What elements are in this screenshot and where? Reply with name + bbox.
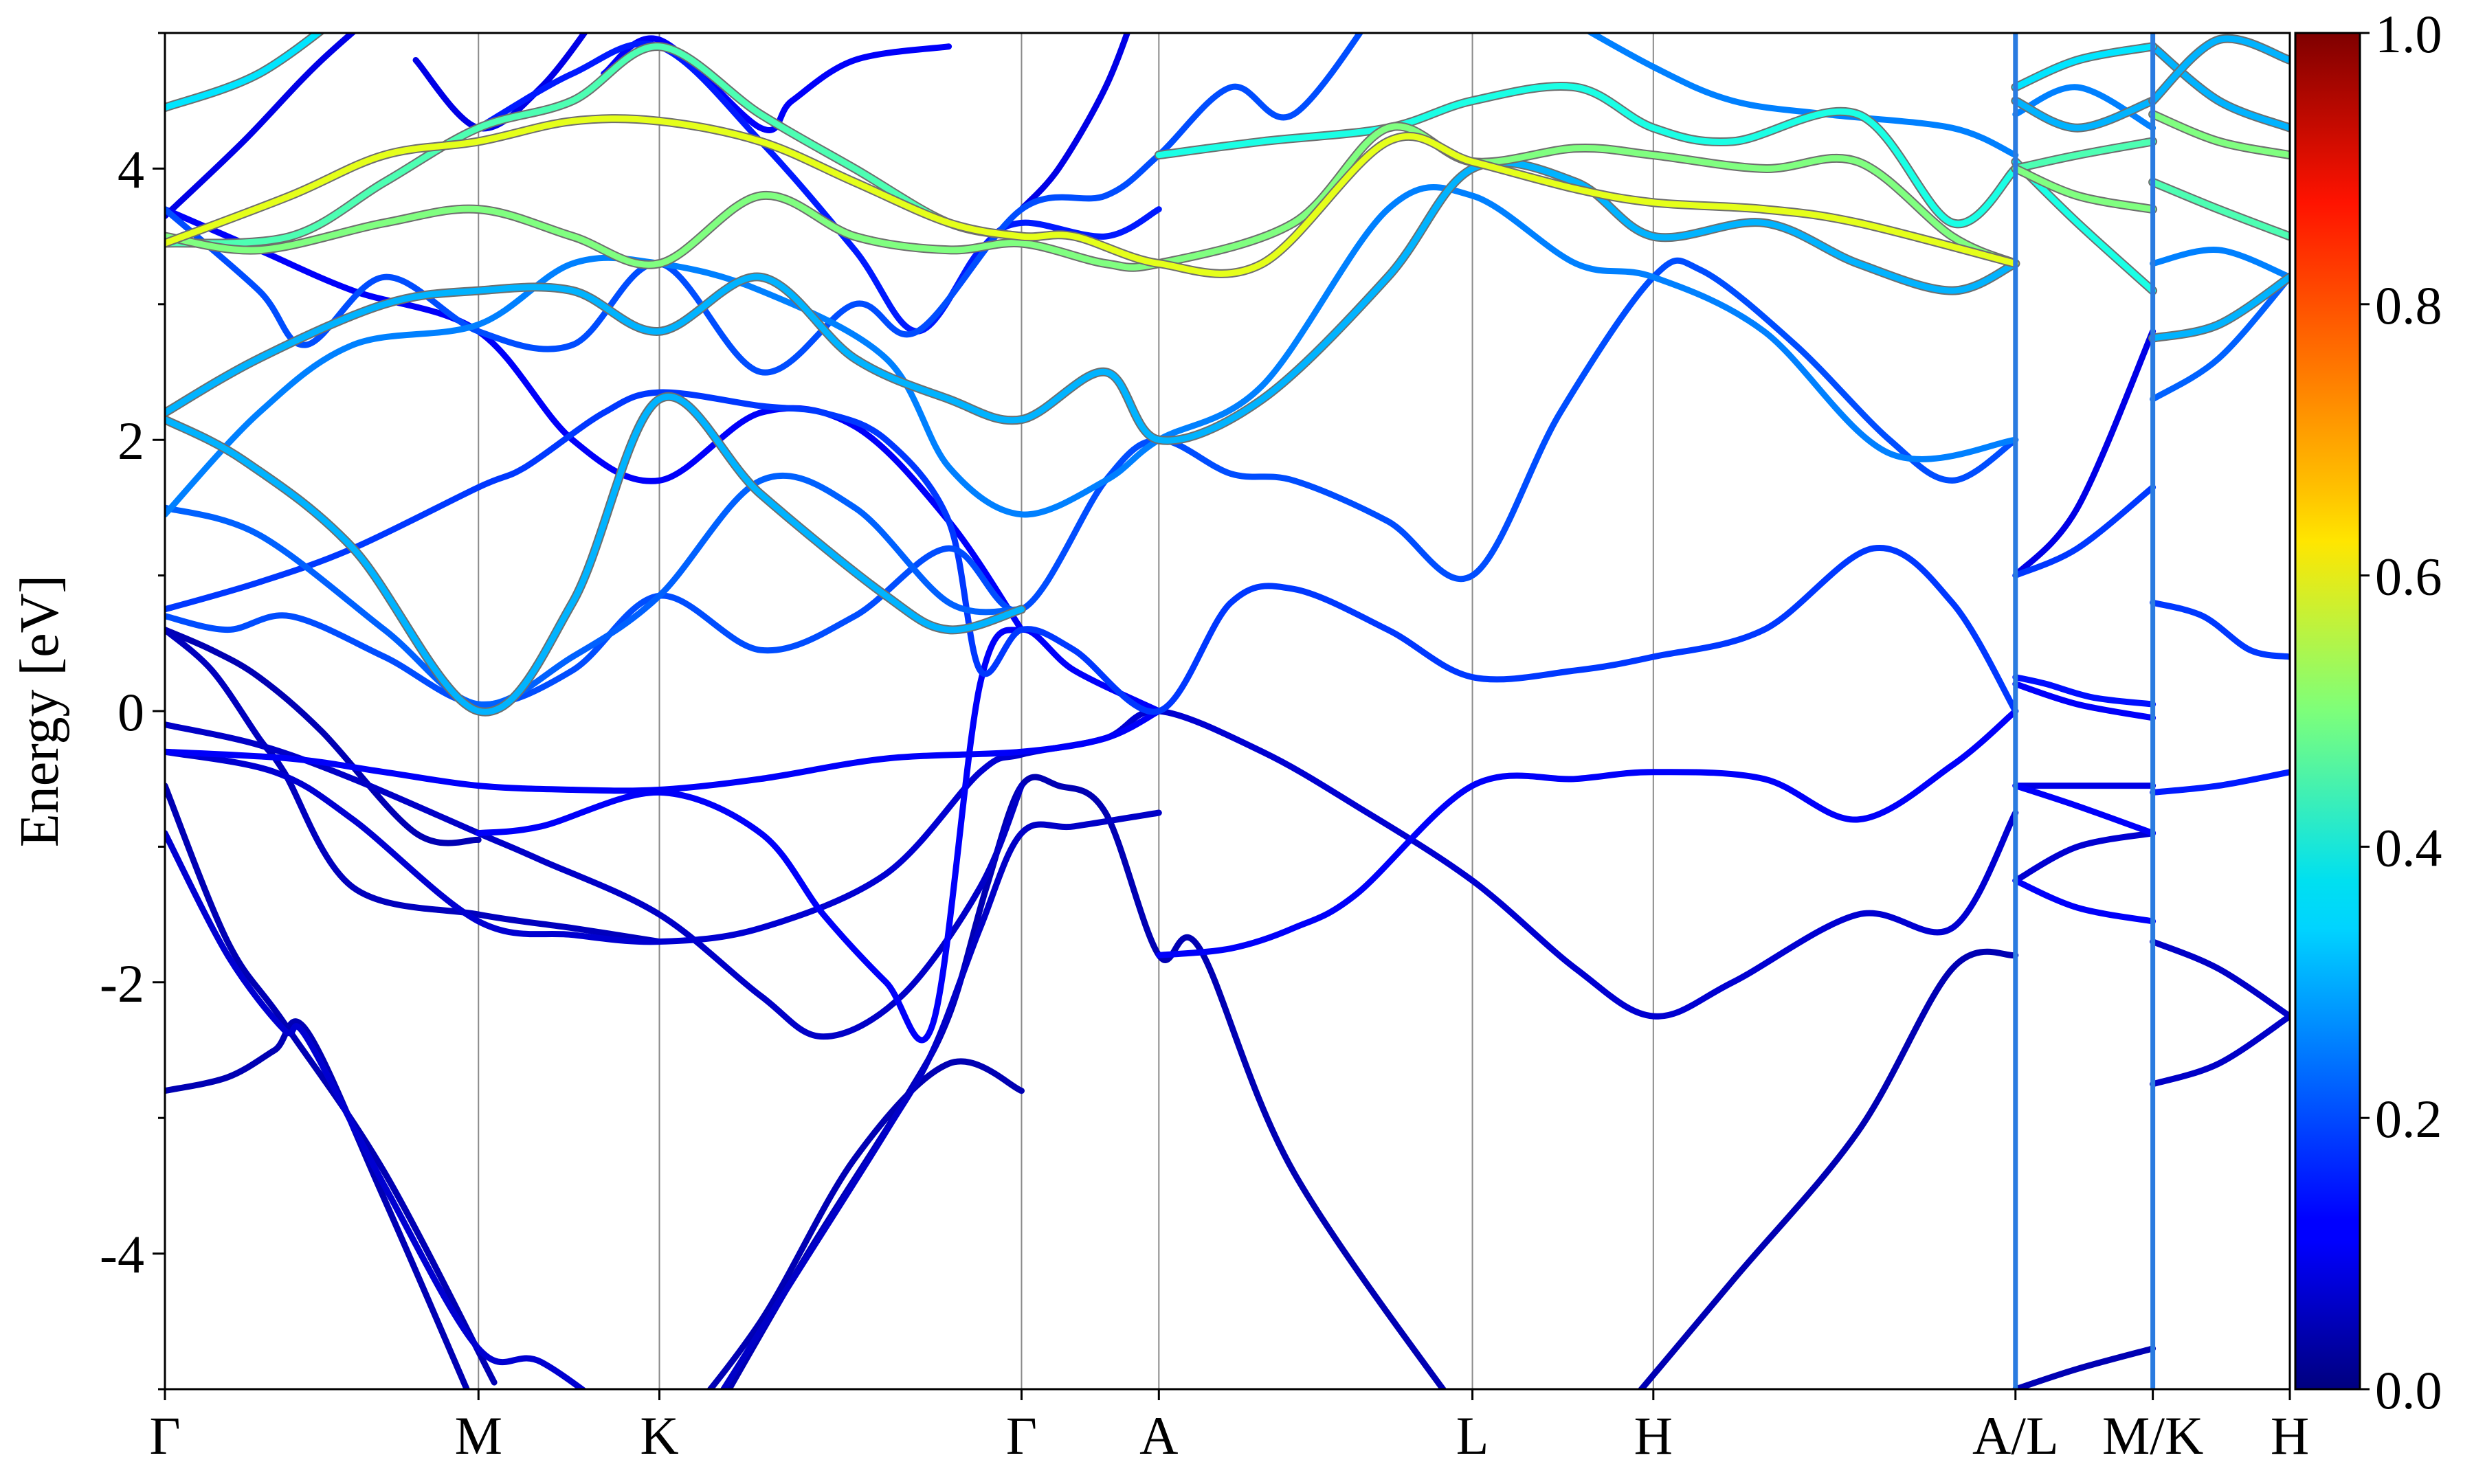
band-line-39	[2012, 783, 2157, 837]
band-line-40	[2012, 830, 2157, 884]
band-line-51	[2150, 938, 2290, 1020]
band-line-27	[165, 206, 1025, 633]
band-line-58	[2150, 43, 2290, 131]
band-line-55	[2150, 246, 2290, 280]
band-outline-58	[2148, 42, 2290, 133]
band-line-12	[165, 627, 662, 945]
x-tick-label-7: A/L	[1972, 1406, 2059, 1465]
y-tick-label-2: 0	[118, 682, 144, 742]
band-line-59	[2150, 35, 2290, 104]
x-tick-label-5: L	[1456, 1406, 1489, 1465]
band-line-29	[475, 41, 1162, 335]
band-outline-23	[165, 42, 1026, 248]
band-line-48	[2012, 43, 2157, 91]
y-axis-ticks: -4 -2 0 2 4	[100, 32, 165, 1391]
band-line-36	[2012, 674, 2157, 708]
band-outline-54	[2148, 272, 2290, 343]
band-line-37	[2012, 681, 2157, 721]
y-tick-label-0: -4	[100, 1225, 144, 1285]
y-axis-label: Energy [eV]	[10, 575, 70, 847]
band-line-53	[2150, 273, 2290, 403]
band-line-49	[2150, 599, 2290, 660]
band-line-15	[165, 389, 2019, 715]
band-line-7	[1637, 948, 2019, 1389]
band-line-23	[165, 43, 1025, 247]
band-line-43	[2012, 138, 2157, 172]
x-tick-label-2: K	[640, 1406, 678, 1465]
band-line-18	[165, 393, 1025, 715]
colorbar-tick-label-0: 0.0	[2375, 1360, 2442, 1420]
band-line-6	[725, 774, 1447, 1389]
band-line-4	[165, 783, 498, 1386]
x-tick-label-3: Γ	[1006, 1406, 1037, 1465]
band-lines	[165, 33, 2290, 1389]
x-tick-label-4: A	[1139, 1406, 1178, 1465]
band-outline-25	[1154, 81, 2020, 229]
band-line-44	[2012, 165, 2157, 213]
path-break-lines	[2013, 33, 2156, 1389]
band-line-33	[1018, 33, 1131, 213]
x-axis-ticks: Γ M K Γ A L H A/L M/K H	[149, 1389, 2309, 1465]
band-line-50	[2150, 769, 2290, 796]
band-line-13	[475, 627, 1162, 1044]
colorbar-tick-label-4: 0.8	[2375, 276, 2442, 335]
colorbar-tick-label-5: 1.0	[2375, 4, 2442, 64]
band-line-0	[165, 1018, 471, 1389]
band-line-17	[165, 472, 1025, 708]
band-line-42	[2012, 1345, 2157, 1389]
colorbar-tick-label-1: 0.2	[2375, 1089, 2442, 1149]
y-tick-label-1: -2	[100, 954, 144, 1013]
band-line-32	[1585, 33, 2019, 159]
band-line-57	[2150, 179, 2290, 240]
colorbar-tick-label-3: 0.6	[2375, 547, 2442, 607]
band-line-28	[165, 33, 357, 219]
band-line-35	[2012, 328, 2157, 579]
band-line-25	[1155, 82, 2019, 227]
band-line-5	[720, 809, 1162, 1389]
y-tick-label-3: 2	[118, 411, 144, 471]
band-line-20	[165, 183, 2019, 518]
band-line-46	[2012, 98, 2157, 131]
colorbar-tick-label-2: 0.4	[2375, 818, 2442, 877]
y-tick-label-4: 4	[118, 139, 144, 199]
x-tick-label-1: M	[455, 1406, 502, 1465]
band-line-54	[2150, 273, 2290, 341]
band-line-41	[2012, 877, 2157, 925]
band-line-14	[165, 627, 482, 846]
band-line-34	[2012, 484, 2157, 579]
band-line-24	[165, 33, 324, 111]
x-tick-label-6: H	[1634, 1406, 1673, 1465]
x-tick-label-9: H	[2271, 1406, 2309, 1465]
band-line-3	[165, 830, 588, 1389]
band-line-26	[165, 33, 1364, 376]
x-tick-label-8: M/K	[2102, 1406, 2203, 1465]
band-line-11	[1155, 708, 2019, 958]
band-line-22	[165, 115, 2019, 277]
colorbar	[2294, 32, 2361, 1391]
band-line-21	[165, 123, 2019, 271]
band-line-8	[165, 708, 2019, 1020]
band-line-10	[165, 721, 1025, 1040]
colorbar-ticks: 0.0 0.2 0.4 0.6 0.8 1.0	[2360, 4, 2442, 1420]
band-line-56	[2150, 111, 2290, 159]
band-line-52	[2150, 1013, 2290, 1088]
x-tick-label-0: Γ	[149, 1406, 180, 1465]
band-line-19	[165, 159, 2019, 444]
band-line-2	[706, 1058, 1025, 1389]
